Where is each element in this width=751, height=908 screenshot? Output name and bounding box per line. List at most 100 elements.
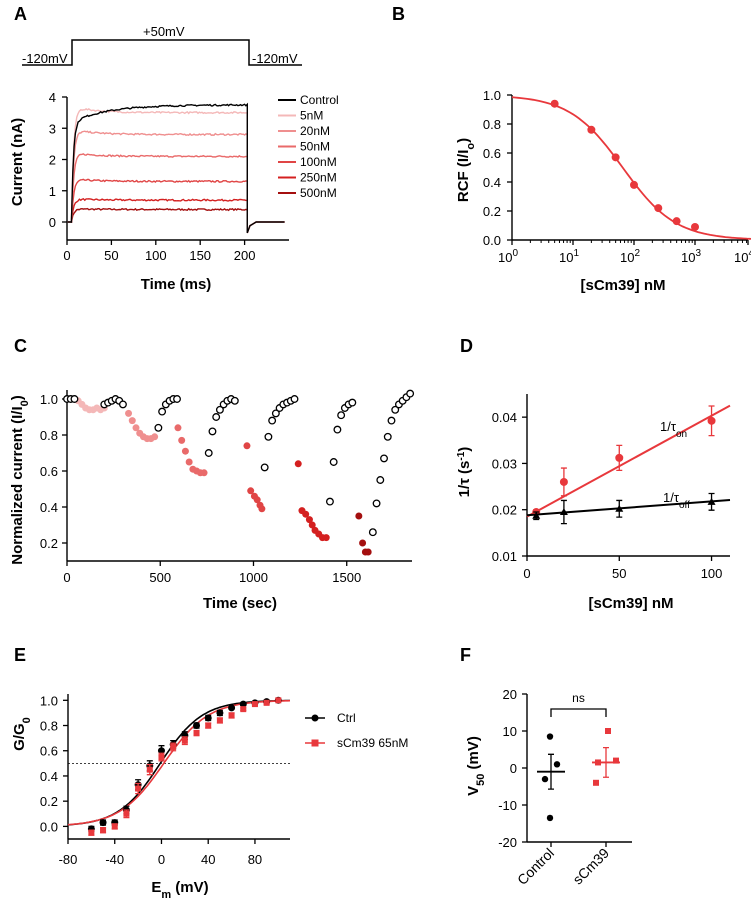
f-y-axis-title-end: (mV)	[465, 736, 482, 774]
a-y-tick-label: 0	[49, 215, 56, 230]
e-data-point-ctrl	[157, 747, 165, 755]
d-fit-line-off	[526, 498, 731, 517]
e-y-tick-label: 0.4	[40, 769, 58, 784]
d-y-tick-label: 0.02	[492, 503, 517, 518]
e-x-axis-title-sub: m	[161, 889, 171, 901]
e-legend-label-scm39: sCm39 65nM	[337, 736, 408, 750]
d-y-axis-title: 1/τ (s-1)	[456, 447, 474, 498]
b-data-point	[691, 222, 699, 231]
e-x-tick-label: 0	[158, 852, 165, 867]
protocol-step-label: +50mV	[143, 24, 185, 39]
f-data-point	[593, 779, 599, 786]
e-x-axis-title-main: E	[151, 879, 161, 896]
c-y-tick-label: 1.0	[40, 392, 58, 407]
e-legend-marker-scm39	[311, 739, 319, 747]
panel-label-e: E	[14, 645, 26, 665]
a-x-tick-label: 150	[189, 248, 211, 263]
c-y-axis-title-main: Normalized current (I/I	[9, 406, 26, 564]
d-fit-line-on	[526, 404, 731, 518]
e-y-tick-label: 0.6	[40, 744, 58, 759]
e-data-point-scm39	[240, 706, 247, 713]
f-sem-bar	[548, 753, 554, 790]
e-y-axis-title: G/G0	[11, 717, 33, 751]
a-legend-label-250nm: 250nM	[300, 171, 337, 185]
c-washout-point	[212, 413, 221, 421]
b-x-tick-label: 103	[681, 248, 701, 265]
voltage-protocol-trace	[22, 39, 302, 66]
d-data-point-on	[559, 477, 568, 486]
c-washin-point	[243, 442, 251, 450]
f-data-point	[553, 761, 561, 768]
f-data-point	[613, 757, 619, 764]
b-data-point	[654, 204, 663, 213]
c-washin-point	[151, 433, 159, 441]
c-washout-point	[325, 497, 334, 506]
c-washout-point	[154, 423, 163, 432]
c-washin-point	[258, 505, 266, 513]
c-washout-point	[348, 398, 357, 407]
e-data-point-scm39	[275, 697, 282, 704]
c-washin-point	[178, 436, 186, 444]
f-data-point	[605, 728, 611, 734]
d-y-axis-title-main: 1/τ (s	[456, 461, 473, 498]
e-x-axis-title: Em (mV)	[151, 879, 208, 901]
a-legend-label-100nm: 100nM	[300, 155, 337, 169]
d-y-tick-label: 0.01	[492, 549, 517, 564]
b-x-tick-exponent: 1	[573, 248, 579, 259]
a-y-tick-label: 3	[49, 121, 56, 136]
f-data-point	[546, 733, 554, 740]
e-y-tick-label: 0.0	[40, 819, 58, 834]
f-y-axis-title-sub: 50	[475, 774, 487, 786]
a-x-tick-label: 100	[145, 248, 167, 263]
b-y-axis-title-sub: o	[465, 143, 477, 150]
c-washout-point	[215, 405, 224, 414]
c-y-tick-label: 0.2	[40, 536, 58, 551]
f-data-point	[595, 759, 601, 766]
c-washout-point	[337, 411, 346, 420]
d-x-tick-label: 0	[523, 566, 530, 581]
current-trace-500nm	[67, 207, 285, 234]
c-washout-point	[333, 425, 342, 434]
e-data-point-scm39	[111, 823, 118, 830]
current-trace-100nm	[67, 178, 285, 234]
c-washin-point	[322, 534, 330, 542]
c-y-tick-label: 0.4	[40, 500, 58, 515]
e-data-point-scm39	[193, 730, 200, 737]
f-significance-label: ns	[572, 691, 585, 705]
e-data-point-ctrl	[216, 709, 224, 717]
e-legend-label-ctrl: Ctrl	[337, 711, 356, 725]
c-washout-point	[271, 409, 280, 418]
c-y-axis-title-end: )	[9, 395, 26, 400]
b-y-axis-title: RCF (I/Io)	[455, 138, 477, 202]
a-x-tick-label: 200	[234, 248, 256, 263]
f-y-tick-label: -20	[498, 835, 517, 850]
b-x-tick-label: 101	[559, 248, 579, 265]
c-washout-point	[173, 395, 181, 403]
e-data-point-scm39	[123, 810, 130, 817]
d-y-axis-title-sup: -1	[456, 451, 467, 460]
b-x-tick-exponent: 2	[634, 248, 640, 259]
c-washout-point	[372, 499, 381, 508]
d-data-point-on	[615, 453, 624, 462]
e-data-point-scm39	[181, 737, 188, 744]
e-x-tick-label: 40	[201, 852, 215, 867]
d-x-tick-label: 100	[701, 566, 723, 581]
c-y-tick-label: 0.8	[40, 428, 58, 443]
c-washout-point	[118, 400, 127, 409]
e-x-tick-label: -40	[105, 852, 124, 867]
e-data-point-scm39	[88, 829, 95, 836]
e-y-tick-label: 1.0	[40, 693, 58, 708]
c-washout-point	[380, 454, 388, 463]
c-y-tick-label: 0.6	[40, 464, 58, 479]
b-x-tick-label: 102	[620, 248, 640, 265]
c-washin-point	[181, 447, 189, 455]
b-y-tick-label: 0.4	[483, 175, 501, 190]
c-washout-point	[230, 396, 239, 405]
current-trace-50nm	[67, 153, 285, 234]
current-trace-control	[67, 102, 285, 234]
c-x-tick-label: 0	[63, 570, 70, 585]
e-data-point-scm39	[263, 699, 270, 706]
protocol-hold-label: -120mV	[22, 51, 68, 66]
d-data-point-off	[615, 504, 624, 512]
